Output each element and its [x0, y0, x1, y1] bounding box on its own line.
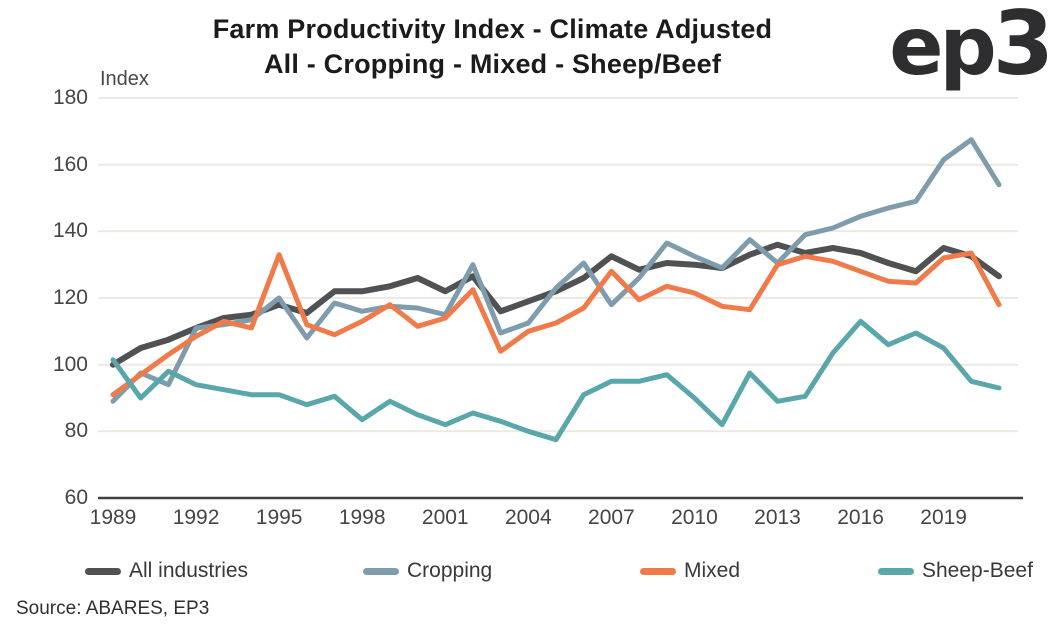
- legend-item-sheep-beef: Sheep-Beef: [878, 556, 1033, 586]
- ep3-logo: ep3: [889, 0, 1054, 116]
- x-tick-label: 1992: [172, 506, 220, 529]
- legend-label: Mixed: [684, 559, 741, 582]
- x-tick-label: 2004: [504, 506, 552, 529]
- legend-marker-icon: [640, 567, 676, 575]
- legend-label: All industries: [129, 559, 249, 582]
- y-tick-label: 120: [52, 286, 88, 309]
- y-axis-title: Index: [100, 68, 149, 90]
- x-tick-label: 1995: [255, 506, 303, 529]
- y-tick-label: 180: [52, 86, 88, 109]
- legend-marker-icon: [878, 567, 914, 575]
- legend-label: Cropping: [407, 559, 493, 582]
- y-tick-label: 60: [64, 486, 88, 509]
- x-tick-label: 2007: [588, 506, 635, 529]
- series-line-sheep-beef: [110, 318, 1002, 443]
- y-tick-label: 100: [52, 352, 88, 376]
- legend-marker-icon: [363, 567, 399, 575]
- x-tick-label: 2010: [671, 506, 718, 529]
- y-tick-label: 80: [64, 419, 88, 443]
- legend-item-cropping: Cropping: [363, 556, 492, 586]
- series-line-all-industries: [110, 241, 1002, 368]
- chart-title-line1: Farm Productivity Index - Climate Adjust…: [212, 14, 773, 44]
- ep3-logo-3: 3: [992, 0, 1054, 95]
- legend-marker-icon: [85, 567, 121, 575]
- chart-svg: [98, 97, 1023, 500]
- x-tick-label: 1989: [89, 506, 137, 529]
- chart-title: Farm Productivity Index - Climate Adjust…: [0, 12, 985, 82]
- series-line-cropping: [110, 137, 1002, 404]
- series-line-mixed: [110, 250, 1002, 398]
- x-tick-label: 2019: [920, 506, 967, 529]
- x-tick-label: 2016: [837, 506, 884, 529]
- chart-title-line2: All - Cropping - Mixed - Sheep/Beef: [263, 49, 722, 79]
- source-note: Source: ABARES, EP3: [16, 598, 210, 619]
- legend-item-mixed: Mixed: [640, 556, 740, 586]
- y-tick-label: 140: [52, 219, 88, 243]
- x-tick-label: 2013: [754, 506, 801, 529]
- y-tick-label: 160: [52, 152, 88, 176]
- legend-label: Sheep-Beef: [922, 559, 1033, 582]
- x-tick-label: 1998: [338, 506, 386, 529]
- legend-item-all-industries: All industries: [85, 556, 248, 586]
- x-tick-label: 2001: [421, 506, 469, 529]
- ep3-logo-ep: ep: [889, 0, 997, 93]
